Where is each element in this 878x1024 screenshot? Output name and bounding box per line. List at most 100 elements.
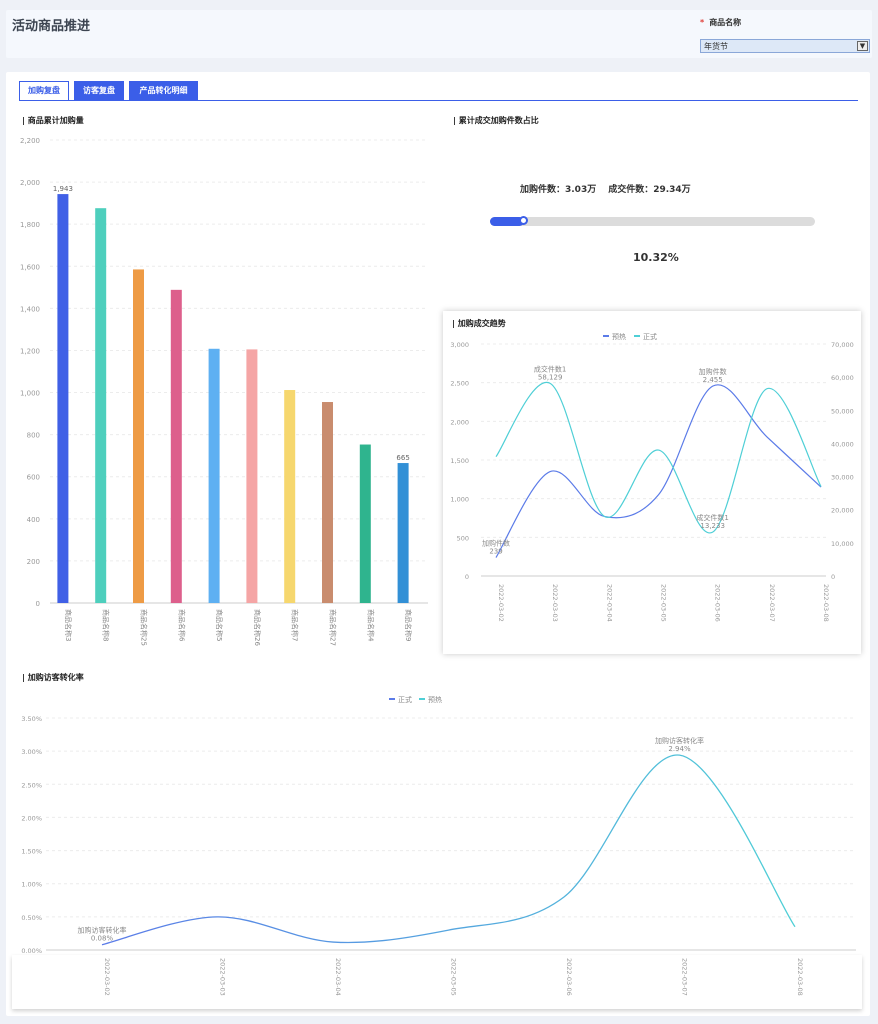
y-tick-label: 0 bbox=[36, 600, 40, 608]
x-tick-label: 2022-03-05 bbox=[660, 584, 668, 622]
series-annotation-value: 239 bbox=[489, 548, 502, 556]
x-tick-label: 2022-03-08 bbox=[822, 584, 830, 622]
x-tick-label: 2022-03-03 bbox=[219, 958, 227, 996]
bar bbox=[359, 444, 371, 603]
ratio-title: 累计成交加购件数占比 bbox=[453, 115, 539, 126]
x-tick-label: 商品名称4 bbox=[366, 609, 375, 642]
x-tick-label: 2022-03-04 bbox=[334, 958, 342, 996]
series-annotation-label: 加购件数 bbox=[699, 367, 727, 376]
y-tick-label: 2,000 bbox=[20, 179, 40, 187]
x-tick-label: 商品名称9 bbox=[404, 609, 413, 641]
x-tick-label: 商品名称27 bbox=[329, 609, 338, 646]
bar-data-label: 665 bbox=[396, 454, 409, 462]
y-tick-label: 2.00% bbox=[21, 814, 42, 822]
y-tick-label: 2,200 bbox=[20, 137, 40, 145]
series-annotation-label: 加购访客转化率 bbox=[655, 736, 704, 745]
x-tick-label: 2022-03-02 bbox=[103, 958, 111, 996]
x-tick-label: 2022-03-06 bbox=[565, 958, 573, 996]
y-tick-label: 1,200 bbox=[20, 347, 40, 355]
ratio-percent: 10.32% bbox=[633, 251, 679, 264]
x-tick-label: 2022-03-02 bbox=[497, 584, 505, 622]
filter-label-text: 商品名称 bbox=[709, 18, 742, 27]
trend-chart: 预热 正式 0 500 1,000 1,500 2,000 2,500 3,000 0 10,000… bbox=[450, 332, 854, 622]
y-right-tick-label: 60,000 bbox=[831, 374, 854, 382]
bar bbox=[397, 463, 409, 603]
bar bbox=[322, 402, 333, 603]
y-left-tick-label: 2,000 bbox=[450, 418, 469, 426]
bar-chart-title: 商品累计加购量 bbox=[22, 115, 84, 126]
y-tick-label: 1,800 bbox=[20, 221, 40, 229]
x-tick-label: 2022-03-06 bbox=[714, 584, 722, 622]
tab-add-to-cart-review[interactable]: 加购复盘 bbox=[19, 81, 69, 101]
series-annotation-value: 0.08% bbox=[91, 935, 114, 943]
bar bbox=[246, 349, 258, 603]
main-panel: 加购复盘 访客复盘 产品转化明细 商品累计加购量 0 200 400 600 800 1,… bbox=[6, 72, 870, 1016]
bar bbox=[57, 194, 69, 603]
series-line bbox=[495, 384, 822, 558]
legend-label-formal: 正式 bbox=[643, 332, 657, 341]
bar-data-label: 1,943 bbox=[53, 185, 73, 193]
x-tick-label: 商品名称8 bbox=[102, 609, 111, 641]
x-tick-label: 2022-03-03 bbox=[551, 584, 559, 622]
x-tick-label: 商品名称25 bbox=[140, 609, 149, 646]
y-tick-label: 3.50% bbox=[21, 715, 42, 723]
x-tick-label: 2022-03-04 bbox=[605, 584, 613, 622]
y-tick-label: 800 bbox=[27, 432, 40, 440]
series-annotation-value: 2.94% bbox=[668, 745, 691, 753]
x-tick-label: 2022-03-05 bbox=[450, 958, 458, 996]
y-left-tick-label: 1,500 bbox=[450, 457, 469, 465]
x-tick-label: 商品名称5 bbox=[215, 609, 224, 641]
y-tick-label: 2.50% bbox=[21, 781, 42, 789]
trend-chart-title: 加购成交趋势 bbox=[452, 318, 506, 329]
tab-product-conversion-detail[interactable]: 产品转化明细 bbox=[129, 81, 198, 101]
x-tick-label: 商品名称6 bbox=[177, 609, 186, 642]
y-left-tick-label: 1,000 bbox=[450, 496, 469, 504]
y-tick-label: 1,400 bbox=[20, 305, 40, 313]
series-annotation-label: 加购件数 bbox=[482, 539, 510, 548]
y-tick-label: 1.00% bbox=[21, 881, 42, 889]
y-left-tick-label: 3,000 bbox=[450, 341, 469, 349]
y-left-tick-label: 500 bbox=[457, 534, 469, 542]
y-right-tick-label: 20,000 bbox=[831, 507, 854, 515]
trend-chart-card: 加购成交趋势 预热 正式 0 500 1,000 1,500 2,000 2,500 3,000… bbox=[443, 311, 861, 654]
series-annotation-label: 成交件数1 bbox=[696, 513, 728, 522]
page-title: 活动商品推进 bbox=[12, 19, 91, 34]
y-tick-label: 0.50% bbox=[21, 914, 42, 922]
ratio-progress-knob bbox=[518, 216, 528, 225]
y-tick-label: 1,000 bbox=[20, 390, 40, 398]
y-tick-label: 200 bbox=[27, 558, 40, 566]
x-tick-label: 商品名称3 bbox=[64, 609, 73, 641]
product-name-select-value: 年货节 bbox=[704, 42, 728, 51]
y-right-tick-label: 70,000 bbox=[831, 341, 854, 349]
series-annotation-value: 2,455 bbox=[703, 376, 723, 384]
add-count-label: 加购件数：3.03万 bbox=[520, 185, 597, 195]
bar-chart: 0 200 400 600 800 1,000 1,200 1,400 1,600 1,800 2,… bbox=[20, 137, 428, 646]
y-tick-label: 1.50% bbox=[21, 848, 42, 856]
legend-label-preheat: 预热 bbox=[428, 695, 442, 704]
tab-visitor-review[interactable]: 访客复盘 bbox=[74, 81, 124, 101]
x-tick-label: 2022-03-08 bbox=[796, 958, 804, 996]
series-annotation-label: 成交件数1 bbox=[534, 364, 566, 373]
bar bbox=[133, 269, 144, 603]
rate-chart-title: 加购访客转化率 bbox=[22, 672, 84, 683]
series-annotation-label: 加购访客转化率 bbox=[78, 926, 127, 935]
y-right-tick-label: 10,000 bbox=[831, 540, 854, 548]
bar bbox=[284, 390, 296, 603]
ratio-progress-bar bbox=[490, 216, 815, 226]
product-name-select[interactable]: 年货节 ▼ bbox=[700, 39, 870, 53]
ratio-progress-fill bbox=[490, 217, 524, 226]
chevron-down-icon[interactable]: ▼ bbox=[857, 41, 868, 51]
y-tick-label: 0.00% bbox=[21, 947, 42, 955]
x-tick-label: 2022-03-07 bbox=[768, 584, 776, 622]
y-right-tick-label: 50,000 bbox=[831, 407, 854, 415]
ratio-stats: 加购件数：3.03万 成交件数：29.34万 bbox=[520, 182, 703, 195]
y-left-tick-label: 0 bbox=[465, 573, 469, 581]
bar bbox=[208, 348, 220, 603]
y-tick-label: 400 bbox=[27, 516, 40, 524]
legend-label-preheat: 预热 bbox=[612, 332, 626, 341]
tab-underline bbox=[19, 100, 858, 101]
x-tick-label: 商品名称26 bbox=[253, 609, 262, 646]
series-line bbox=[495, 381, 822, 534]
y-tick-label: 3.00% bbox=[21, 748, 42, 756]
bar bbox=[170, 289, 182, 603]
